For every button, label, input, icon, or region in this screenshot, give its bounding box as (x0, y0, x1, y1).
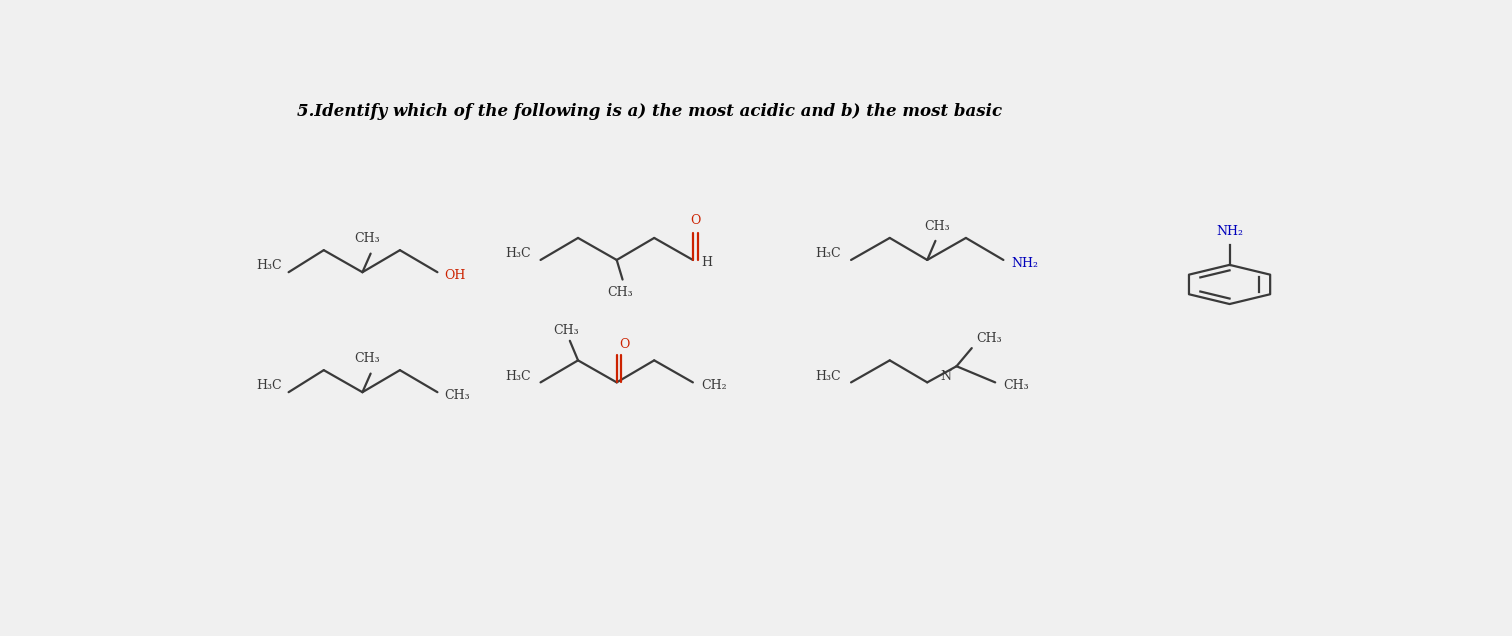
Text: CH₃: CH₃ (977, 332, 1002, 345)
Text: NH₂: NH₂ (1012, 257, 1039, 270)
Text: CH₃: CH₃ (608, 286, 634, 299)
Text: 5.Identify which of the following is a) the most acidic and b) the most basic: 5.Identify which of the following is a) … (296, 103, 1002, 120)
Text: H₃C: H₃C (815, 370, 841, 382)
Text: H: H (702, 256, 712, 270)
Text: CH₃: CH₃ (924, 220, 950, 233)
Text: O: O (618, 338, 629, 350)
Text: OH: OH (445, 268, 466, 282)
Text: H₃C: H₃C (256, 259, 281, 272)
Text: NH₂: NH₂ (1216, 225, 1243, 238)
Text: H₃C: H₃C (505, 247, 531, 260)
Text: CH₂: CH₂ (702, 379, 727, 392)
Text: H₃C: H₃C (505, 370, 531, 382)
Text: CH₃: CH₃ (354, 232, 380, 245)
Text: CH₃: CH₃ (445, 389, 470, 402)
Text: CH₃: CH₃ (354, 352, 380, 365)
Text: H₃C: H₃C (256, 379, 281, 392)
Text: H₃C: H₃C (815, 247, 841, 260)
Text: CH₃: CH₃ (1004, 379, 1030, 392)
Text: N: N (940, 370, 953, 383)
Text: O: O (689, 214, 700, 226)
Text: CH₃: CH₃ (553, 324, 579, 337)
